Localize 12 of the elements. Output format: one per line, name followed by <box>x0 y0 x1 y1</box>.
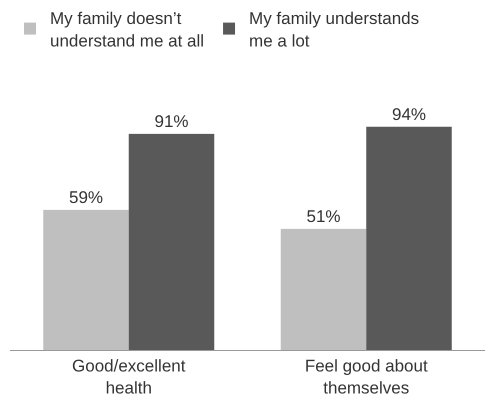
bar <box>43 210 129 350</box>
legend-label: My family understands me a lot <box>249 9 420 50</box>
data-label: 59% <box>68 188 104 207</box>
data-label: 94% <box>392 104 426 124</box>
x-tick-label: Feel good about themselves <box>304 356 428 398</box>
bar <box>280 228 366 350</box>
data-label: 51% <box>306 206 341 226</box>
legend-label: My family doesn’t understand me at all <box>50 9 204 50</box>
bar <box>366 126 452 350</box>
data-label: 91% <box>154 112 189 131</box>
x-tick-label: Good/excellent health <box>72 356 186 398</box>
bar <box>128 134 214 350</box>
